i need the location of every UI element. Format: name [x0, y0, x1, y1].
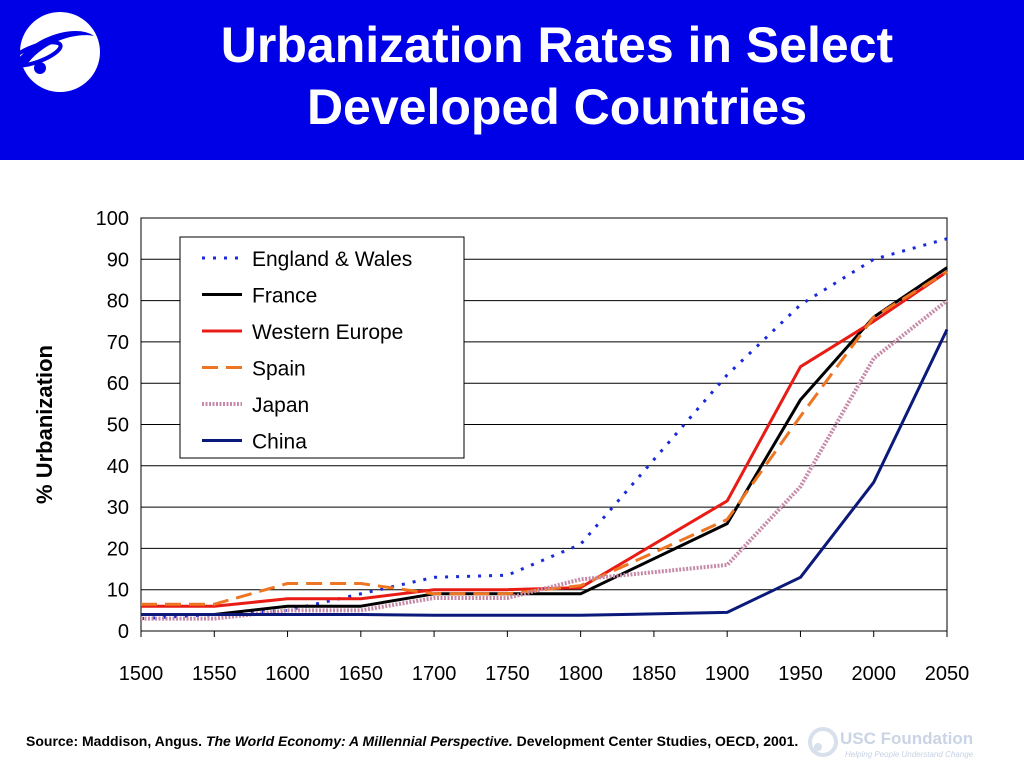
x-tick-label-2000: 2000: [851, 663, 896, 685]
y-tick-label-100: 100: [96, 208, 129, 230]
legend-label-spain: Spain: [252, 358, 306, 381]
source-suffix: Development Center Studies, OECD, 2001.: [512, 733, 799, 749]
legend-label-england-wales: England & Wales: [252, 248, 412, 271]
y-tick-label-10: 10: [107, 580, 129, 602]
source-citation: Source: Maddison, Angus. The World Econo…: [26, 733, 798, 749]
x-tick-label-1900: 1900: [705, 663, 750, 685]
x-tick-label-1600: 1600: [265, 663, 310, 685]
y-tick-label-90: 90: [107, 249, 129, 271]
x-tick-label-1700: 1700: [412, 663, 457, 685]
legend-label-china: China: [252, 431, 307, 454]
series-line-china: [141, 328, 949, 617]
x-tick-label-1550: 1550: [192, 663, 237, 685]
x-tick-label-2050: 2050: [925, 663, 970, 685]
series-line-japan: [141, 299, 949, 621]
legend-label-japan: Japan: [252, 394, 309, 417]
x-tick-label-1750: 1750: [485, 663, 530, 685]
watermark-logo-text: USC Foundation: [840, 729, 974, 748]
y-tick-label-30: 30: [107, 497, 129, 519]
urbanization-line-chart: 0 10 20 30 40 50 60 70 80 90 100 1500 1550 1600 1650 17…: [32, 208, 970, 685]
source-book-title: The World Economy: A Millennial Perspect…: [205, 733, 513, 749]
y-tick-label-20: 20: [107, 538, 129, 560]
watermark-tagline: Helping People Understand Change: [845, 750, 974, 759]
title-banner: Urbanization Rates in Select Developed C…: [0, 0, 1024, 160]
series-line-spain: [141, 270, 948, 606]
x-tick-label-1950: 1950: [778, 663, 823, 685]
y-tick-label-50: 50: [107, 415, 129, 437]
x-tick-label-1650: 1650: [339, 663, 384, 685]
plot-frame: [140, 217, 948, 632]
y-tick-label-40: 40: [107, 456, 129, 478]
y-tick-label-60: 60: [107, 373, 129, 395]
x-tick-label-1800: 1800: [558, 663, 603, 685]
x-tick-label-1500: 1500: [119, 663, 164, 685]
y-tick-label-70: 70: [107, 332, 129, 354]
orbit-logo-icon: [9, 12, 100, 92]
watermark-swirl-icon: [808, 727, 838, 757]
y-tick-label-80: 80: [107, 291, 129, 313]
x-tick-label-1850: 1850: [632, 663, 677, 685]
y-tick-label-0: 0: [118, 621, 129, 643]
page-title: Urbanization Rates in Select Developed C…: [220, 17, 894, 135]
legend-box: [179, 236, 465, 459]
legend-label-france: France: [252, 285, 317, 308]
source-prefix: Source: Maddison, Angus.: [26, 733, 206, 749]
legend-label-western-europe: Western Europe: [252, 321, 403, 344]
series-line-western-europe: [141, 270, 948, 608]
y-axis-label: % Urbanization: [32, 345, 57, 504]
